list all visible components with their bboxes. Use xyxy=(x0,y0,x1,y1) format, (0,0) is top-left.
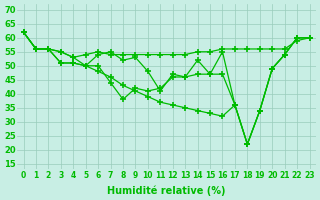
X-axis label: Humidité relative (%): Humidité relative (%) xyxy=(107,185,226,196)
